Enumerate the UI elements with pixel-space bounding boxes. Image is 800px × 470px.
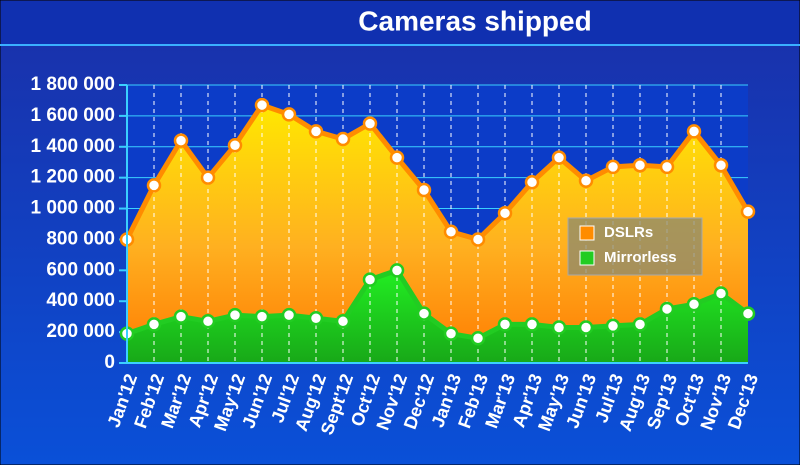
point [659, 301, 675, 317]
y-tick-label: 800 000 [46, 228, 115, 249]
point [470, 331, 486, 346]
point [146, 317, 162, 332]
point [173, 309, 189, 324]
point [254, 97, 270, 113]
point [443, 326, 459, 341]
point [605, 159, 621, 175]
y-tick-label: 1 800 000 [30, 74, 115, 95]
point [524, 175, 540, 190]
point [281, 307, 297, 323]
point [740, 204, 756, 219]
point [173, 133, 189, 148]
point [632, 158, 648, 173]
y-tick-label: 1 000 000 [30, 198, 115, 219]
point [713, 286, 729, 301]
point [524, 317, 540, 332]
point [335, 314, 351, 329]
point [308, 310, 324, 326]
y-tick-label: 400 000 [46, 290, 115, 311]
point [281, 107, 297, 122]
point [632, 317, 648, 332]
point [416, 306, 432, 321]
y-tick-label: 0 [104, 352, 115, 373]
legend-label: DSLRs [604, 224, 653, 241]
point [551, 150, 567, 165]
point [686, 124, 702, 139]
point [578, 320, 594, 335]
title-bar [1, 1, 799, 45]
y-tick-label: 1 200 000 [30, 167, 115, 188]
area [127, 270, 748, 363]
plot: 0 200 000 400 000 600 000 800 000 1 000 000 1 … [30, 74, 762, 437]
point [605, 318, 621, 334]
point [551, 320, 567, 335]
point [740, 306, 756, 321]
y-tick-label: 1 600 000 [30, 105, 115, 126]
point [686, 297, 702, 312]
point [416, 182, 432, 198]
point [362, 272, 378, 287]
chart-title: Cameras shipped [358, 5, 591, 36]
point [200, 170, 216, 185]
point [254, 309, 270, 324]
point [578, 173, 594, 189]
point [200, 314, 216, 329]
legend-swatch [579, 250, 595, 266]
point [497, 317, 513, 332]
point [443, 224, 459, 239]
point [308, 124, 324, 139]
point [227, 307, 243, 323]
point [497, 205, 513, 221]
point [335, 131, 351, 147]
y-tick-label: 200 000 [46, 321, 115, 342]
point [362, 116, 378, 131]
point [659, 159, 675, 175]
legend-swatch [579, 225, 595, 241]
y-tick-label: 600 000 [46, 259, 115, 280]
point [227, 137, 243, 153]
point [713, 158, 729, 173]
point [470, 232, 486, 247]
point [146, 178, 162, 193]
y-tick-label: 1 400 000 [30, 136, 115, 157]
point [389, 263, 405, 278]
point [389, 150, 405, 165]
legend-label: Mirrorless [604, 249, 677, 266]
area [127, 105, 748, 364]
